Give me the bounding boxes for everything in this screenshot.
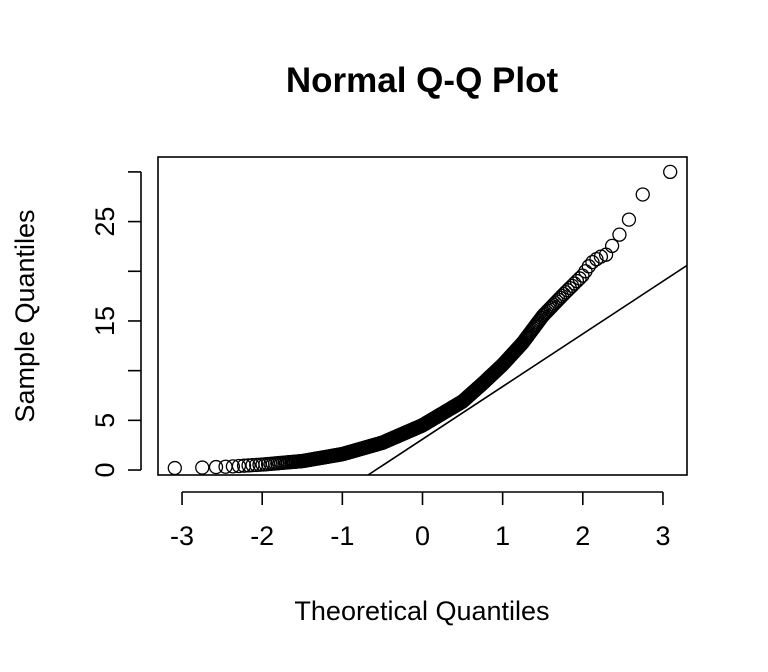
- chart-title: Normal Q-Q Plot: [286, 61, 559, 100]
- reference-line-layer: [366, 264, 687, 475]
- data-point: [552, 290, 568, 306]
- data-point: [604, 238, 620, 254]
- x-tick-label: -3: [170, 521, 194, 551]
- data-point: [167, 460, 182, 476]
- x-tick-label: -1: [330, 521, 354, 551]
- y-tick-label: 25: [90, 207, 120, 237]
- data-points: [167, 164, 678, 476]
- y-axis-title: Sample Quantiles: [10, 209, 40, 422]
- data-point: [663, 164, 678, 180]
- y-axis: 0 5 15 25: [90, 171, 142, 478]
- qq-reference-line: [366, 264, 687, 475]
- x-tick-label: 0: [415, 521, 430, 551]
- data-point: [581, 259, 596, 274]
- data-point: [218, 459, 233, 474]
- y-tick-label: 5: [90, 413, 120, 428]
- data-point: [241, 458, 256, 473]
- x-axis-title: Theoretical Quantiles: [294, 596, 549, 626]
- data-point: [225, 459, 241, 474]
- data-point: [635, 187, 650, 202]
- data-point: [195, 460, 210, 475]
- x-tick-label: 2: [575, 521, 590, 551]
- x-axis: -3 -2 -1 0 1 2 3: [170, 491, 670, 551]
- data-point: [612, 227, 627, 242]
- data-point: [551, 292, 566, 307]
- y-tick-label: 15: [90, 306, 120, 336]
- y-tick-label: 0: [90, 463, 120, 478]
- data-point: [567, 276, 582, 291]
- plot-frame: [157, 156, 688, 476]
- x-tick-label: -2: [250, 521, 274, 551]
- data-point: [208, 459, 224, 475]
- x-tick-label: 3: [655, 521, 670, 551]
- data-point: [575, 268, 590, 283]
- data-point: [231, 458, 247, 474]
- data-point: [569, 273, 585, 289]
- data-point: [621, 212, 637, 227]
- data-point: [236, 458, 252, 473]
- data-point: [564, 278, 580, 294]
- x-tick-label: 1: [495, 521, 510, 551]
